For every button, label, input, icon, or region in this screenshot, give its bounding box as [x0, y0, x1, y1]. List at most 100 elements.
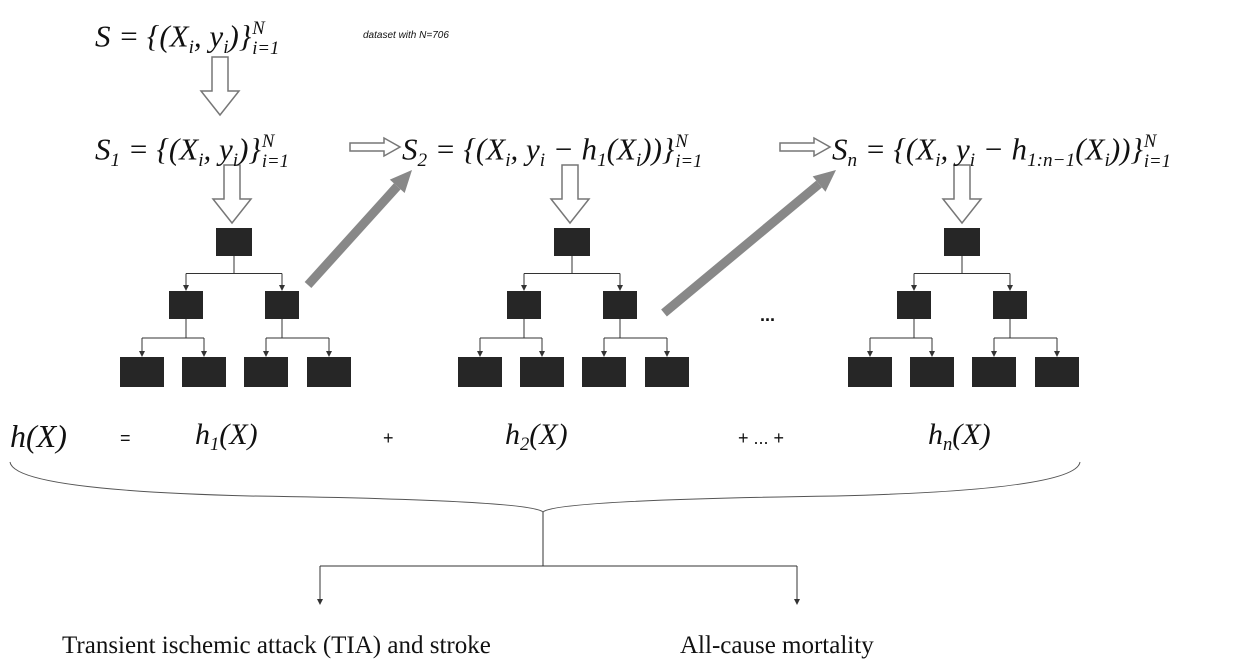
- formula-text: )}: [238, 131, 261, 167]
- hollow-arrow: [779, 136, 832, 158]
- formula-text: , y: [203, 131, 233, 167]
- tree-node: [182, 357, 226, 387]
- tree-node: [265, 291, 299, 319]
- formula-text: , y: [193, 18, 224, 54]
- tree-node: [169, 291, 203, 319]
- tree-node: [216, 228, 252, 256]
- formula-text: = {(X: [120, 131, 199, 167]
- annotation: dataset with N=706: [363, 30, 449, 41]
- superscript: N: [261, 131, 275, 153]
- subscript: n: [847, 149, 858, 171]
- connector-arrowhead: [794, 599, 800, 605]
- formula-text: h: [505, 418, 520, 451]
- formula: h2(X): [505, 418, 568, 454]
- superscript: N: [252, 18, 265, 40]
- tree-node: [603, 291, 637, 319]
- subscript: i=1: [252, 37, 280, 59]
- hollow-arrow: [549, 164, 591, 225]
- tree-arrowhead: [183, 285, 189, 291]
- tree-node: [848, 357, 892, 387]
- formula-text: − h: [975, 131, 1028, 167]
- formula: hn(X): [928, 418, 991, 454]
- formula-text: h: [928, 418, 943, 451]
- formula-text: (X): [529, 418, 568, 451]
- formula-text: (X: [606, 131, 636, 167]
- formula-text: ))}: [1109, 131, 1143, 167]
- gray-arrowhead: [389, 170, 412, 194]
- subscript: i: [635, 149, 642, 171]
- formula-text: S: [832, 131, 848, 167]
- subscript: i: [223, 36, 229, 58]
- subscript: i: [1104, 149, 1110, 171]
- connector-arrowhead: [317, 599, 323, 605]
- tree-node: [993, 291, 1027, 319]
- outcome: All-cause mortality: [680, 632, 874, 659]
- subscript: i=1: [261, 150, 289, 172]
- tree-node: [120, 357, 164, 387]
- subscript: i=1: [675, 150, 703, 172]
- subscript: 1:n−1: [1027, 149, 1076, 171]
- subscript: i: [505, 149, 511, 171]
- subscript: i: [539, 149, 546, 171]
- tree-arrowhead: [263, 351, 269, 357]
- tree-node: [645, 357, 689, 387]
- formula-text: S: [95, 131, 111, 167]
- tree-node: [307, 357, 351, 387]
- tree-arrowhead: [326, 351, 332, 357]
- subscript: 2: [520, 433, 530, 455]
- tree-node: [507, 291, 541, 319]
- hollow-arrow: [349, 136, 402, 158]
- subscript: i: [198, 149, 204, 171]
- hollow-arrow: [941, 164, 983, 225]
- tree-node: [910, 357, 954, 387]
- operator: =: [120, 428, 131, 448]
- formula-text: h(X): [10, 418, 67, 454]
- formula-text: h: [195, 418, 210, 451]
- tree-node: [554, 228, 590, 256]
- formula-text: ))}: [641, 131, 675, 167]
- tree-arrowhead: [991, 351, 997, 357]
- gray-arrow: [304, 183, 401, 289]
- formula-text: , y: [510, 131, 540, 167]
- subscript: i: [969, 149, 976, 171]
- tree-node: [458, 357, 502, 387]
- outcome: Transient ischemic attack (TIA) and stro…: [62, 632, 491, 659]
- formula-text: S = {(X: [95, 18, 189, 54]
- tree-arrowhead: [601, 351, 607, 357]
- formula-text: = {(X: [427, 131, 506, 167]
- formula-text: = {(X: [857, 131, 936, 167]
- formula-text: (X): [219, 418, 258, 451]
- tree-node: [972, 357, 1016, 387]
- gray-arrowhead: [812, 170, 836, 192]
- tree-arrowhead: [539, 351, 545, 357]
- tree-arrowhead: [521, 285, 527, 291]
- gray-arrow: [661, 180, 822, 317]
- ellipsis: ...: [760, 305, 776, 325]
- tree-arrowhead: [1007, 285, 1013, 291]
- formula-text: , y: [940, 131, 970, 167]
- tree-arrowhead: [867, 351, 873, 357]
- tree-node: [897, 291, 931, 319]
- tree-arrowhead: [139, 351, 145, 357]
- tree-arrowhead: [664, 351, 670, 357]
- tree-node: [582, 357, 626, 387]
- subscript: 1: [110, 149, 121, 171]
- tree-arrowhead: [201, 351, 207, 357]
- subscript: 1: [597, 149, 607, 171]
- tree-arrowhead: [477, 351, 483, 357]
- tree-arrowhead: [1054, 351, 1060, 357]
- tree-arrowhead: [911, 285, 917, 291]
- brace: [9, 461, 1081, 513]
- formula-text: (X: [1075, 131, 1105, 167]
- tree-arrowhead: [929, 351, 935, 357]
- formula-text: )}: [228, 18, 252, 54]
- formula: h(X): [10, 420, 67, 452]
- hollow-arrow: [199, 56, 241, 117]
